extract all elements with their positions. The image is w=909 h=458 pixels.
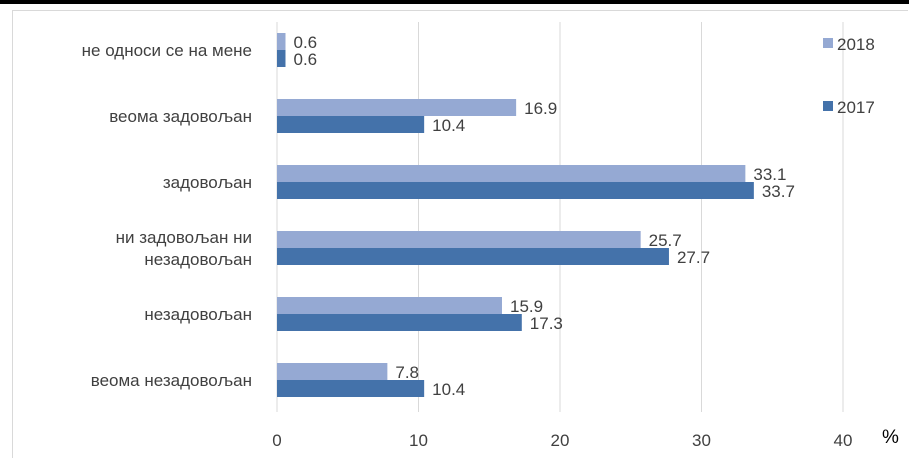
x-tick-label: 40 xyxy=(834,431,853,450)
data-label-2018: 16.9 xyxy=(524,99,557,118)
category-label: не односи се на мене xyxy=(82,41,252,60)
x-axis-unit-label: % xyxy=(882,427,899,448)
bar-2018 xyxy=(277,231,641,248)
data-label-2017: 10.4 xyxy=(432,380,465,399)
legend-swatch-2018 xyxy=(823,38,833,48)
data-labels: 0.6 16.9 33.1 25.7 15.9 7.8 0.6 10.4 33.7 27.7 17.… xyxy=(293,33,794,399)
category-label: ни задовољан ни xyxy=(116,228,252,247)
x-tick-label: 0 xyxy=(272,431,281,450)
data-label-2018: 25.7 xyxy=(649,231,682,250)
category-label: незадовољан xyxy=(144,250,252,269)
x-tick-label: 20 xyxy=(551,431,570,450)
x-tick-label: 10 xyxy=(409,431,428,450)
bar-2018 xyxy=(277,165,746,182)
bar-2017 xyxy=(277,314,522,331)
bar-2018 xyxy=(277,363,388,380)
bar-2018 xyxy=(277,33,286,50)
category-label: веома задовољан xyxy=(109,107,252,126)
legend-swatch-2017 xyxy=(823,101,833,111)
data-label-2018: 0.6 xyxy=(293,33,317,52)
bar-2017 xyxy=(277,50,286,67)
x-tick-label: 30 xyxy=(692,431,711,450)
data-label-2017: 0.6 xyxy=(293,50,317,69)
bar-2017 xyxy=(277,380,425,397)
legend-label-2018: 2018 xyxy=(837,35,875,54)
bar-2018 xyxy=(277,99,517,116)
data-label-2018: 15.9 xyxy=(510,297,543,316)
data-label-2017: 17.3 xyxy=(530,314,563,333)
category-label: задовољан xyxy=(163,173,252,192)
bar-2017 xyxy=(277,182,754,199)
data-label-2018: 7.8 xyxy=(395,363,419,382)
chart-frame xyxy=(12,10,908,458)
x-tick-labels: 0 10 20 30 40 xyxy=(272,431,852,450)
gridlines xyxy=(276,22,844,412)
data-label-2017: 27.7 xyxy=(677,248,710,267)
legend: 2018 2017 xyxy=(823,35,875,117)
category-label: незадовољан xyxy=(144,305,252,324)
bar-2017 xyxy=(277,248,669,265)
bar-2018 xyxy=(277,297,502,314)
bar-2017 xyxy=(277,116,425,133)
data-label-2017: 10.4 xyxy=(432,116,465,135)
category-labels: не односи се на мене веома задовољан задов… xyxy=(82,41,252,390)
data-label-2017: 33.7 xyxy=(762,182,795,201)
data-label-2018: 33.1 xyxy=(753,165,786,184)
top-border-strip xyxy=(0,0,909,4)
legend-label-2017: 2017 xyxy=(837,98,875,117)
category-label: веома незадовољан xyxy=(91,371,252,390)
bars xyxy=(277,33,754,397)
